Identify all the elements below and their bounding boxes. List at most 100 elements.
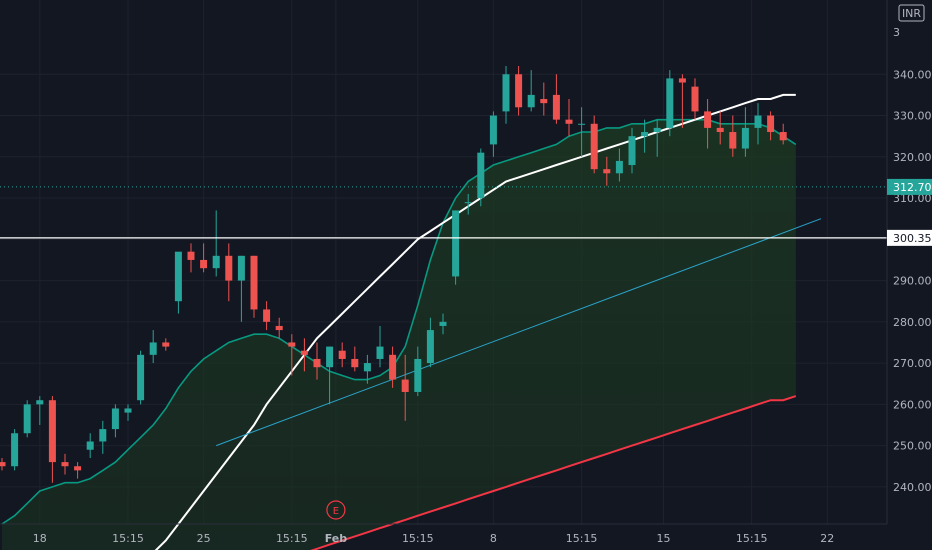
candle[interactable] (741, 107, 749, 157)
candle-body[interactable] (439, 321, 447, 326)
candle[interactable] (540, 82, 548, 116)
candle-body[interactable] (741, 127, 749, 149)
candle[interactable] (502, 66, 510, 124)
candle-body[interactable] (111, 408, 119, 430)
candle[interactable] (212, 210, 220, 277)
candle-body[interactable] (99, 429, 107, 442)
candle[interactable] (426, 317, 434, 368)
candle[interactable] (691, 78, 699, 120)
candle[interactable] (111, 404, 119, 438)
candle[interactable] (149, 330, 157, 364)
candle-body[interactable] (61, 462, 69, 467)
candle-body[interactable] (502, 74, 510, 112)
candle-body[interactable] (162, 342, 170, 347)
candle[interactable] (477, 148, 485, 207)
candle-body[interactable] (540, 99, 548, 104)
candle[interactable] (225, 243, 233, 302)
candle-body[interactable] (779, 132, 787, 141)
moving-average-line[interactable] (1, 118, 797, 525)
candle[interactable] (590, 115, 598, 174)
candle-body[interactable] (212, 255, 220, 269)
candle-body[interactable] (578, 123, 586, 125)
candle[interactable] (300, 338, 308, 372)
candle-body[interactable] (300, 350, 308, 355)
candle-body[interactable] (200, 259, 208, 269)
candle-body[interactable] (527, 94, 535, 108)
candle[interactable] (716, 111, 724, 145)
currency-badge-box[interactable] (898, 4, 925, 22)
candle[interactable] (754, 103, 762, 145)
candle-body[interactable] (174, 251, 182, 302)
candle-body[interactable] (515, 74, 523, 108)
candle-body[interactable] (691, 86, 699, 112)
candle[interactable] (439, 313, 447, 335)
candle-body[interactable] (615, 160, 623, 174)
candle[interactable] (338, 342, 346, 368)
candle[interactable] (565, 99, 573, 137)
candle-body[interactable] (389, 354, 397, 380)
candle[interactable] (578, 107, 586, 157)
candle-body[interactable] (149, 342, 157, 355)
candle-body[interactable] (86, 441, 94, 450)
candle[interactable] (779, 123, 787, 145)
candle[interactable] (86, 433, 94, 458)
candle[interactable] (36, 396, 44, 425)
candle[interactable] (767, 111, 775, 141)
candle-body[interactable] (426, 330, 434, 364)
candle[interactable] (641, 119, 649, 153)
candle[interactable] (187, 243, 195, 273)
candle[interactable] (237, 255, 245, 322)
candle[interactable] (552, 74, 560, 124)
earnings-marker-label[interactable]: E (333, 506, 339, 517)
candle-body[interactable] (414, 358, 422, 392)
candle-body[interactable] (603, 169, 611, 174)
candle-body[interactable] (124, 408, 132, 413)
candle[interactable] (48, 396, 56, 483)
candle[interactable] (489, 111, 497, 157)
candle-body[interactable] (628, 136, 636, 166)
candles[interactable] (0, 66, 787, 483)
candle[interactable] (250, 255, 258, 318)
candle[interactable] (389, 346, 397, 388)
candle-body[interactable] (477, 152, 485, 199)
candle[interactable] (464, 193, 472, 215)
candle-body[interactable] (137, 354, 145, 401)
candle[interactable] (401, 354, 409, 421)
candle[interactable] (11, 429, 19, 471)
candle-body[interactable] (678, 78, 686, 83)
candle-body[interactable] (225, 255, 233, 281)
candle[interactable] (376, 325, 384, 368)
candle-body[interactable] (452, 210, 460, 277)
candle-body[interactable] (666, 78, 674, 128)
candle[interactable] (452, 210, 460, 285)
candle[interactable] (137, 350, 145, 405)
candle[interactable] (74, 462, 82, 479)
candle-body[interactable] (489, 115, 497, 145)
candle-body[interactable] (23, 404, 31, 434)
candle-body[interactable] (11, 433, 19, 467)
candle-body[interactable] (653, 127, 661, 133)
candle[interactable] (263, 301, 271, 331)
candle-body[interactable] (552, 94, 560, 120)
candle[interactable] (729, 115, 737, 157)
candle-body[interactable] (48, 400, 56, 463)
candle-body[interactable] (288, 342, 296, 347)
candle[interactable] (99, 420, 107, 454)
x-axis[interactable]: 18 15:15 25 15:15 Feb 15:15 8 15:15 15 15:15 22 (33, 532, 835, 545)
earnings-marker-circle[interactable] (326, 500, 346, 520)
candle[interactable] (326, 346, 334, 405)
trend-line[interactable] (216, 218, 822, 447)
candle[interactable] (351, 346, 359, 372)
candle[interactable] (23, 400, 31, 438)
candle[interactable] (275, 317, 283, 339)
earnings-marker[interactable]: E (326, 500, 346, 520)
candle[interactable] (653, 119, 661, 157)
candle-body[interactable] (326, 346, 334, 368)
candle[interactable] (363, 354, 371, 384)
candle[interactable] (200, 243, 208, 273)
candle-body[interactable] (0, 462, 6, 467)
candle[interactable] (162, 338, 170, 351)
candle[interactable] (288, 334, 296, 376)
candle[interactable] (414, 346, 422, 397)
